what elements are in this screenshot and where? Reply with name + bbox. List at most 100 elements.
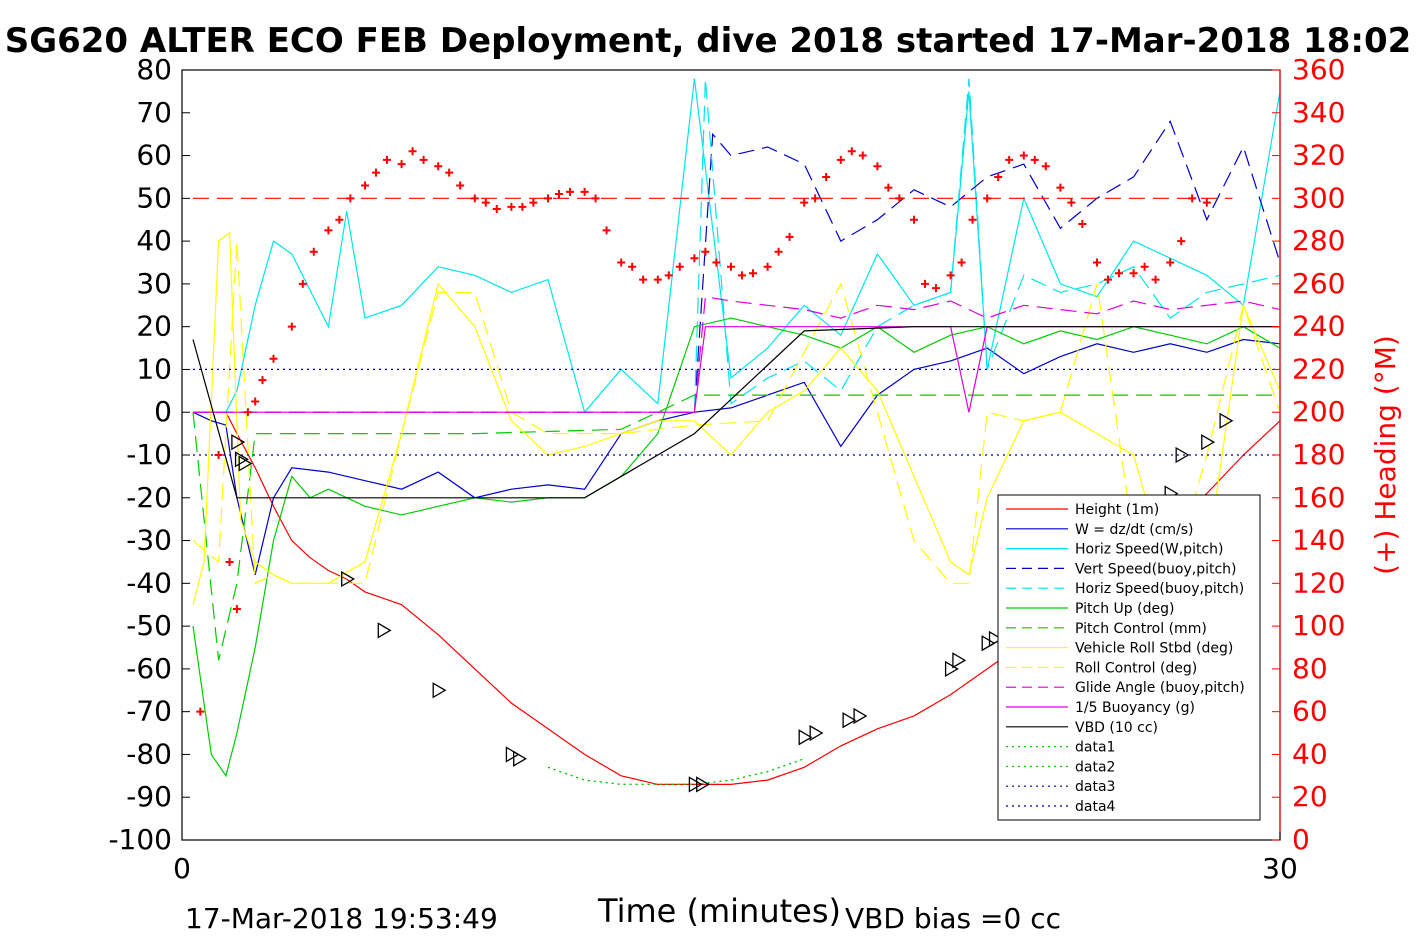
x-tick-label: 30 xyxy=(1262,852,1298,885)
heading-point xyxy=(251,397,260,406)
y2-tick-label: 140 xyxy=(1292,524,1345,557)
y-tick-label: -20 xyxy=(126,481,172,514)
heading-point xyxy=(419,155,428,164)
y-tick-label: -70 xyxy=(126,695,172,728)
legend-label-11: 1/5 Buoyancy (g) xyxy=(1075,700,1195,716)
heading-point xyxy=(1166,258,1175,267)
y2-tick-label: 180 xyxy=(1292,438,1345,471)
heading-point xyxy=(382,155,391,164)
heading-point xyxy=(884,183,893,192)
y2-tick-label: 360 xyxy=(1292,53,1345,86)
y-tick-label: -30 xyxy=(126,524,172,557)
dive-marker xyxy=(988,630,1003,648)
heading-point xyxy=(397,160,406,169)
heading-point xyxy=(287,322,296,331)
legend-label-4: Vert Speed(buoy,pitch) xyxy=(1075,561,1237,577)
heading-point xyxy=(1019,151,1028,160)
y-tick-label: -40 xyxy=(126,566,172,599)
y2-tick-label: 0 xyxy=(1292,823,1310,856)
heading-point xyxy=(946,271,955,280)
dive-marker xyxy=(809,724,824,742)
y-tick-label: 70 xyxy=(136,96,172,129)
y-tick-label: 60 xyxy=(136,139,172,172)
heading-point xyxy=(258,376,267,385)
dive-marker xyxy=(513,750,528,767)
dive-marker xyxy=(377,622,392,639)
dive-marker xyxy=(981,635,996,652)
x-axis: 0 30 xyxy=(173,832,1298,885)
dive-marker xyxy=(1219,412,1234,429)
legend-label-16: data4 xyxy=(1075,799,1116,815)
series-3-line xyxy=(193,78,1281,414)
heading-point xyxy=(653,275,662,284)
dive-marker xyxy=(696,776,711,793)
heading-point xyxy=(1067,198,1076,207)
legend-label-15: data3 xyxy=(1075,779,1115,795)
legend: Height (1m) W = dz/dt (cm/s) Horiz Speed(W… xyxy=(997,494,1261,821)
series-10-line xyxy=(193,296,1281,413)
heading-point xyxy=(544,194,552,203)
y2-tick-label: 200 xyxy=(1292,395,1345,428)
legend-label-2: W = dz/dt (cm/s) xyxy=(1075,522,1194,538)
heading-point xyxy=(836,155,845,164)
heading-point xyxy=(1030,155,1039,164)
dive-marker xyxy=(944,660,959,678)
heading-point xyxy=(232,605,241,613)
heading-point xyxy=(309,247,318,256)
heading-point xyxy=(445,168,454,177)
y-tick-label: -50 xyxy=(126,609,172,642)
heading-point xyxy=(470,194,479,203)
dive-marker xyxy=(234,451,249,468)
y-tick-label: 50 xyxy=(136,181,172,214)
legend-label-12: VBD (10 cc) xyxy=(1075,720,1158,736)
series-4-line xyxy=(193,119,1281,413)
legend-label-5: Horiz Speed(buoy,pitch) xyxy=(1075,581,1244,597)
heading-point xyxy=(628,262,637,271)
heading-point xyxy=(565,187,574,196)
y-tick-label: 10 xyxy=(136,352,172,385)
dive-marker xyxy=(688,776,703,793)
heading-point xyxy=(361,181,369,190)
heading-point xyxy=(1005,155,1014,164)
heading-point xyxy=(492,205,501,214)
heading-point xyxy=(1188,194,1197,203)
heading-point xyxy=(371,168,380,177)
y-tick-label: -10 xyxy=(126,438,172,471)
dive-marker xyxy=(798,729,813,746)
legend-label-10: Glide Angle (buoy,pitch) xyxy=(1075,680,1245,696)
y2-tick-label: 220 xyxy=(1292,352,1345,385)
y2-tick-label: 320 xyxy=(1292,139,1345,172)
heading-point xyxy=(1114,269,1123,278)
heading-point xyxy=(774,247,783,256)
heading-point xyxy=(408,147,417,156)
heading-point xyxy=(712,258,721,267)
y-tick-label: 0 xyxy=(154,395,172,428)
dive-marker xyxy=(432,682,447,699)
y-tick-label: 20 xyxy=(136,310,172,343)
series-7-line xyxy=(192,394,1280,661)
dive-marker xyxy=(1175,446,1190,464)
heading-point xyxy=(920,279,929,288)
dive-marker xyxy=(238,455,253,472)
legend-label-3: Horiz Speed(W,pitch) xyxy=(1075,542,1223,558)
legend-label-6: Pitch Up (deg) xyxy=(1075,601,1174,617)
y-axis-left: 80 70 60 50 40 30 20 10 0 -10 -20 -30 -40 -50 -60 -70 -8… xyxy=(108,53,190,856)
heading-point xyxy=(346,194,355,203)
heading-point xyxy=(225,557,234,566)
heading-point xyxy=(518,202,527,211)
y-tick-label: -80 xyxy=(126,737,172,770)
dive-marker xyxy=(842,712,857,729)
x-tick-label: 0 xyxy=(173,852,191,885)
heading-point xyxy=(847,147,856,156)
heading-point xyxy=(1202,198,1211,207)
vbd-bias-footer: VBD bias =0 cc xyxy=(845,902,1061,935)
heading-point xyxy=(983,194,992,203)
heading-point xyxy=(737,271,746,280)
y2-tick-label: 240 xyxy=(1292,310,1345,343)
heading-point xyxy=(1140,262,1149,271)
heading-point xyxy=(664,271,673,280)
y2-tick-label: 20 xyxy=(1292,780,1328,813)
heading-point xyxy=(873,162,882,171)
heading-point xyxy=(456,181,465,190)
